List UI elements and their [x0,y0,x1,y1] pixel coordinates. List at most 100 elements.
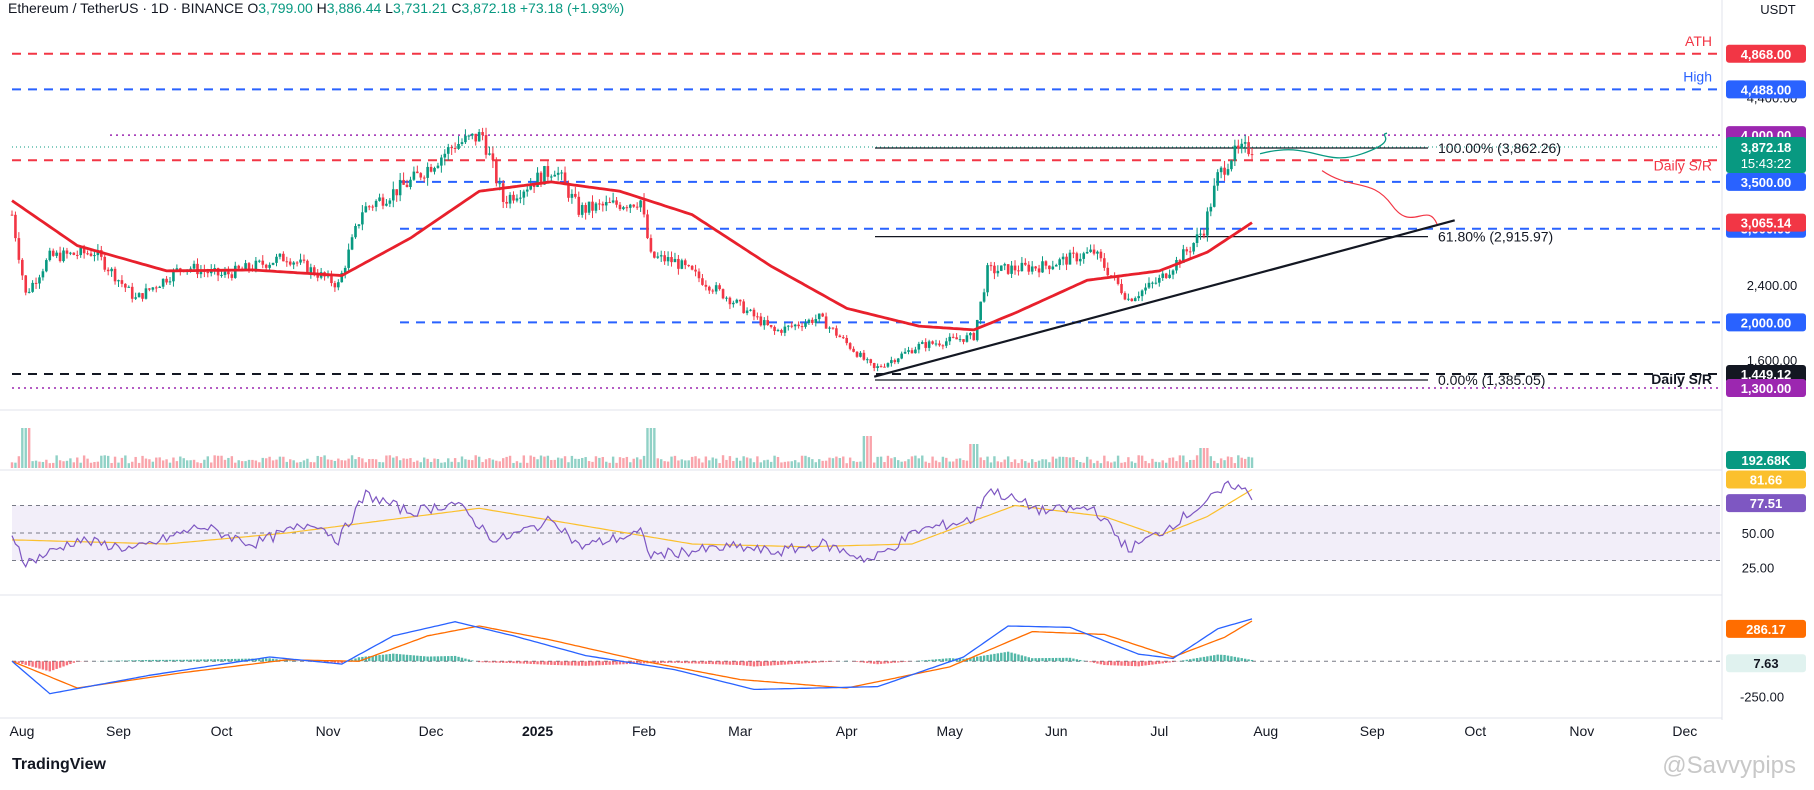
macd-hist-bar [144,659,148,662]
volume-bar [31,461,34,468]
volume-bar [605,461,608,468]
candle-body [639,200,642,208]
volume-bar [14,462,17,468]
time-tick: Sep [1360,723,1385,739]
volume-bar [392,457,395,468]
volume-bar [519,462,522,468]
macd-hist-bar [532,661,536,665]
candle-body [1212,185,1216,207]
candle-body [704,284,708,287]
macd-hist-bar [687,661,690,664]
macd-hist-bar [972,657,975,662]
candle-body [495,159,498,184]
volume-bar [591,461,594,468]
candle-body [374,200,378,207]
macd-hist-bar [742,661,745,666]
volume-bar [1072,457,1075,468]
close-value: 3,872.18 [461,0,516,16]
volume-bar [443,462,447,468]
candle-body [958,339,962,341]
volume-bar [852,461,855,468]
candle-body [841,337,845,339]
macd-hist-bar [1006,651,1010,662]
macd-hist-bar [426,656,429,662]
candle-body [405,184,409,188]
candle-body [220,274,223,276]
candle-body [62,250,65,262]
macd-hist-bar [495,661,498,663]
volume-bar [52,462,55,468]
macd-hist-bar [763,661,766,666]
candle-body [1127,298,1130,300]
volume-bar [965,460,969,468]
volume-bar [660,459,663,468]
candle-body [900,353,903,359]
volume-bar [797,462,800,468]
macd-hist-bar [185,659,189,662]
time-tick: Apr [836,723,858,739]
macd-hist-bar [677,661,680,663]
volume-bar [924,461,927,468]
volume-bar [1237,455,1240,468]
candle-body [611,200,615,203]
macd-hist-bar [958,658,962,662]
level-price-tag-bg [1726,364,1806,383]
macd-hist-bar [814,661,817,663]
candle-body [1137,296,1140,299]
macd-hist-bar [45,661,48,671]
candle-body [1061,256,1065,260]
volume-bar [958,458,962,468]
macd-hist-bar [244,658,247,662]
candle-body [838,335,842,338]
candle-body [543,166,546,185]
candle-body [766,320,769,326]
macd-hist-bar [1068,657,1072,662]
macd-hist-bar [553,661,556,665]
candle-body [687,265,690,267]
candle-body [189,268,192,270]
candle-body [237,265,241,269]
macd-hist-bar [656,661,659,664]
volume-bar [598,457,601,468]
volume-bar [539,455,543,468]
tradingview-logo[interactable]: TradingView [12,756,106,773]
candle-body [938,343,941,346]
candle-body [505,201,508,204]
volume-bar [79,462,82,468]
candle-body [17,238,21,260]
level-price-tag: 4,868.00 [1741,47,1792,62]
volume-bar [48,463,51,468]
volume-bar [89,462,93,468]
volume-bar [495,460,498,468]
volume-bar [227,457,230,468]
volume-bar [1024,461,1027,468]
candle-body [31,282,34,292]
candle-body [1154,282,1158,284]
volume-bar [1144,460,1147,468]
rsi-ma-tag-bg [1726,470,1806,489]
time-tick: Nov [1569,723,1594,739]
macd-hist-bar [1247,659,1250,662]
candle-body [1058,259,1061,265]
candle-body [721,289,725,299]
volume-bar [323,455,326,468]
volume-bar [766,459,769,468]
candle-body [27,291,31,293]
level-price-tag-bg [1726,80,1806,99]
candle-body [587,201,591,213]
candle-body [1195,234,1199,243]
candle-body [429,166,433,172]
macd-hist-bar [704,661,708,664]
candle-body [106,269,110,272]
macd-hist-bar [333,661,337,663]
macd-hist-bar [1250,659,1254,662]
candle-body [683,260,687,266]
macd-hist-bar [457,656,460,662]
candle-body [395,189,399,196]
volume-bar [1164,462,1168,468]
macd-hist-bar [752,661,756,667]
volume-bar [96,461,100,468]
macd-hist-bar [189,659,192,662]
volume-bar [835,456,838,468]
